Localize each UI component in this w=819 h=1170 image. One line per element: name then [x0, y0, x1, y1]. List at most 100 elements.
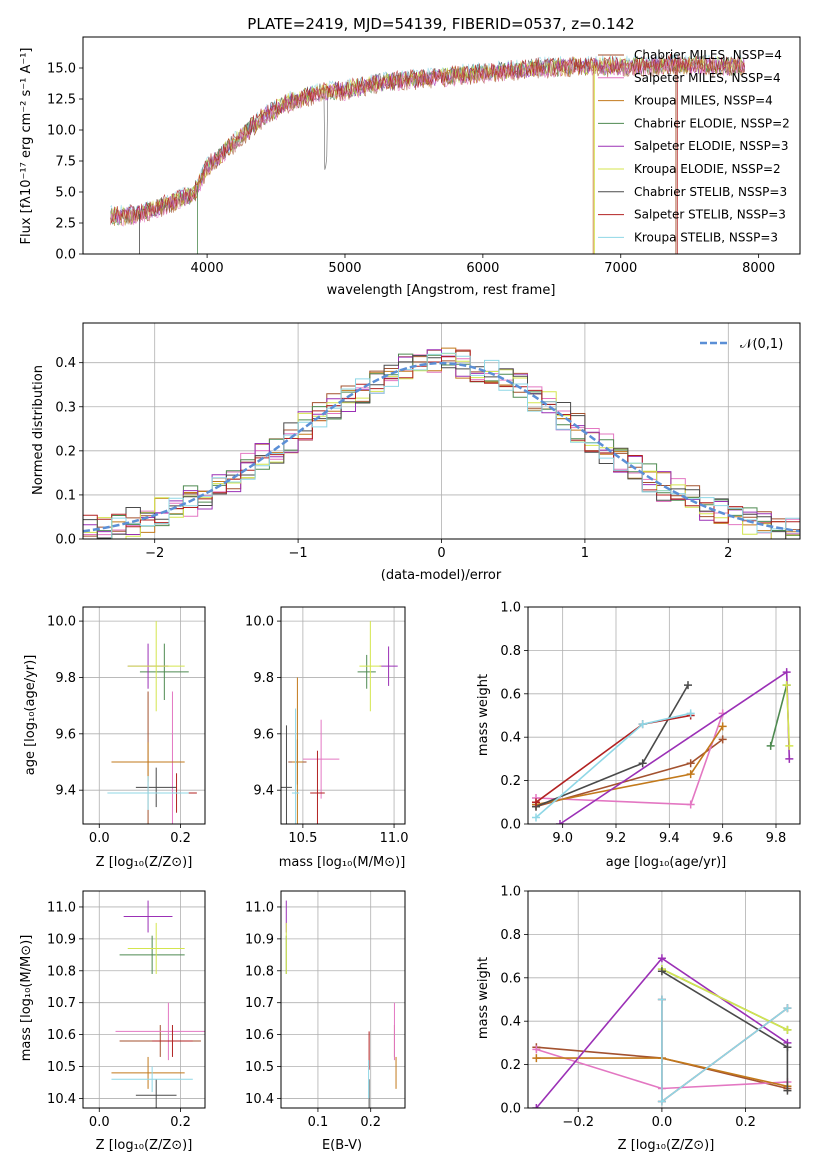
- mass-vs-EBV-panel: 0.1 0.2 10.4 10.5 10.6 10.7 10.8 10.9 11.0: [245, 890, 406, 1130]
- errorbars: [285, 900, 397, 1108]
- x-tick-label: 0: [437, 546, 445, 561]
- y-tick-label: 10.4: [245, 1092, 274, 1107]
- y-tick-label: 10.7: [245, 996, 274, 1011]
- weight-marker-6: [657, 967, 666, 976]
- mass-vs-Z-panel: 0.0 0.2 10.4 10.5 10.6 10.7 10.8 10.9 11.0: [47, 890, 206, 1130]
- age-vs-mass-x-label: mass [log₁₀(M/M⊙)]: [279, 855, 406, 870]
- y-tick-label: 0.6: [500, 971, 521, 986]
- axes-frame: [82, 322, 801, 540]
- y-tick-label: 9.4: [55, 784, 76, 799]
- y-tick-label: 0.0: [55, 248, 76, 263]
- y-tick-label: 10.5: [245, 1060, 274, 1075]
- y-tick-label: 0.2: [500, 1058, 521, 1073]
- age-vs-Z-panel: 0.0 0.2 9.4 9.6 9.8 10.0: [47, 606, 206, 846]
- x-tick-label: 0.0: [89, 831, 110, 846]
- y-tick-label: 10.8: [245, 964, 274, 979]
- y-tick-label: 0.1: [55, 488, 76, 503]
- legend-label-7: Salpeter STELIB, NSSP=3: [634, 208, 786, 222]
- gaussian-curve: [83, 361, 800, 533]
- axes-frame: [280, 890, 406, 1109]
- histogram-y-axis-label: Normed distribution: [31, 365, 46, 495]
- weight-marker-4: [556, 820, 564, 824]
- weight-marker-8: [686, 709, 695, 718]
- y-tick-label: 10.0: [47, 615, 76, 630]
- weight-marker-8: [657, 1097, 666, 1106]
- x-tick-label: 0.0: [89, 1115, 110, 1130]
- weight-marker-6: [783, 1086, 792, 1095]
- y-tick-label: 10.6: [47, 1028, 76, 1043]
- x-tick-label: 8000: [742, 261, 775, 276]
- mass-vs-Z-x-label: Z [log₁₀(Z/Z⊙)]: [96, 1138, 193, 1153]
- y-tick-label: 10.4: [47, 1092, 76, 1107]
- y-tick-label: 5.0: [55, 186, 76, 201]
- y-tick-label: 2.5: [55, 217, 76, 232]
- weight-series-7: [661, 999, 788, 1104]
- y-tick-label: 10.0: [245, 615, 274, 630]
- weight-marker-6: [638, 759, 647, 768]
- weight-marker-3: [766, 741, 775, 750]
- weight-marker-5: [782, 681, 791, 690]
- x-tick-label: 0.2: [170, 1115, 191, 1130]
- weight-marker-8: [657, 995, 666, 1004]
- weight-marker-4: [782, 668, 791, 677]
- x-tick-label: −1: [289, 546, 308, 561]
- x-tick-label: 9.6: [712, 831, 733, 846]
- y-tick-label: 9.4: [253, 784, 274, 799]
- legend-label-6: Chabrier STELIB, NSSP=3: [634, 185, 787, 199]
- x-tick-label: 9.2: [606, 831, 627, 846]
- y-tick-label: 0.8: [500, 644, 521, 659]
- weight-vs-age-panel: 9.0 9.2 9.4 9.6 9.8 0.0 0.2 0.4 0.6 0.8 1.0: [500, 601, 801, 846]
- weight-marker-5: [783, 1025, 792, 1034]
- y-tick-label: 0.4: [55, 356, 76, 371]
- weight-vs-Z-y-label: mass weight: [476, 957, 491, 1039]
- weight-vs-Z-x-label: Z [log₁₀(Z/Z⊙)]: [618, 1138, 715, 1153]
- y-tick-label: 10.8: [47, 964, 76, 979]
- weight-series-5: [785, 685, 791, 746]
- y-tick-label: 11.0: [245, 900, 274, 915]
- weight-series-5: [661, 968, 788, 1031]
- age-y-axis-label: age [log₁₀(age/yr)]: [23, 655, 38, 776]
- weight-marker-6: [684, 681, 692, 690]
- y-tick-label: 1.0: [500, 601, 521, 616]
- legend-label-3: Chabrier ELODIE, NSSP=2: [634, 116, 790, 130]
- axes-frame: [527, 606, 801, 825]
- x-tick-label: 7000: [604, 261, 637, 276]
- x-tick-label: 10.5: [288, 831, 317, 846]
- weight-marker-5: [785, 741, 794, 750]
- weight-vs-age-x-label: age [log₁₀(age/yr)]: [606, 855, 727, 870]
- y-tick-label: 0.2: [55, 444, 76, 459]
- x-tick-label: 4000: [191, 261, 224, 276]
- axes-frame: [82, 890, 206, 1109]
- x-tick-label: 6000: [466, 261, 499, 276]
- x-tick-label: 5000: [328, 261, 361, 276]
- axes-frame: [82, 606, 206, 825]
- y-tick-label: 0.0: [500, 818, 521, 833]
- weight-series-4: [559, 670, 791, 824]
- y-tick-label: 10.0: [47, 124, 76, 139]
- weight-marker-7: [532, 798, 540, 807]
- mass-vs-EBV-x-label: E(B-V): [322, 1138, 362, 1153]
- spectrum-y-axis-label: Flux [fλ10⁻¹⁷ erg cm⁻² s⁻¹ A⁻¹]: [19, 48, 34, 245]
- weight-series-8: [661, 999, 788, 1104]
- weight-marker-1: [686, 800, 695, 809]
- x-tick-label: 11.0: [380, 831, 409, 846]
- weight-marker-2: [686, 770, 695, 779]
- x-tick-label: 0.0: [652, 1115, 673, 1130]
- legend-label-1: Salpeter MILES, NSSP=4: [634, 71, 781, 85]
- x-tick-label: −2: [145, 546, 164, 561]
- x-tick-label: 0.2: [735, 1115, 756, 1130]
- y-tick-label: 10.9: [245, 932, 274, 947]
- legend-label-4: Salpeter ELODIE, NSSP=3: [634, 139, 789, 153]
- weight-marker-0: [686, 759, 695, 768]
- weight-marker-6: [783, 1043, 792, 1052]
- x-tick-label: 2: [724, 546, 732, 561]
- weight-lines: [532, 954, 792, 1108]
- y-tick-label: 10.6: [245, 1028, 274, 1043]
- x-tick-label: 9.8: [766, 831, 787, 846]
- y-tick-label: 0.4: [500, 731, 521, 746]
- histogram-legend: 𝒩(0,1): [700, 337, 783, 352]
- weight-vs-age-y-label: mass weight: [476, 674, 491, 756]
- histogram-panel: −2 −1 0 1 2 0.0 0.1 0.2 0.3 0.4: [55, 322, 801, 561]
- axes-frame: [527, 890, 801, 1109]
